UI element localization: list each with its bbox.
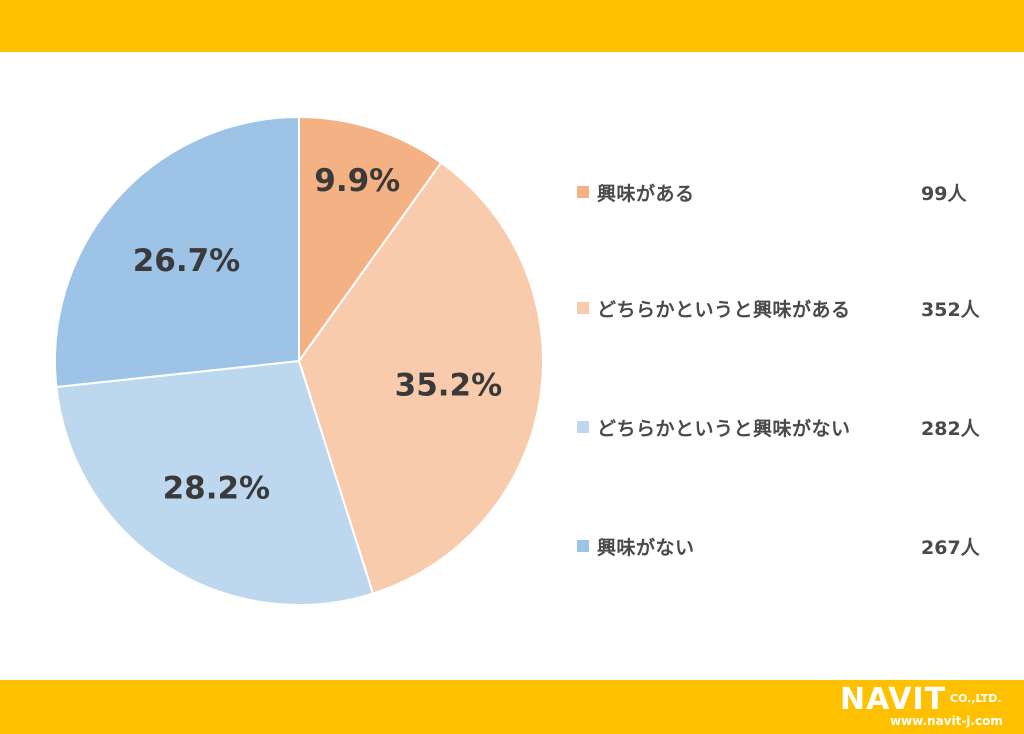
slice-percent-label: 26.7% xyxy=(133,243,241,279)
legend-label: どちらかというと興味がない xyxy=(597,417,851,440)
legend-label: 興味がある xyxy=(597,182,695,205)
slice-percent-label: 35.2% xyxy=(395,368,503,404)
legend-label: どちらかというと興味がある xyxy=(597,298,851,321)
pie-chart: 9.9% 35.2% 28.2% 26.7% xyxy=(54,115,544,606)
pie-slice xyxy=(54,115,300,389)
legend-item: 興味がない 267人 xyxy=(577,526,997,566)
logo-company-suffix: CO.,LTD. xyxy=(950,692,1002,705)
logo-url: www.navit-j.com xyxy=(890,714,1003,728)
legend-swatch xyxy=(577,540,589,552)
legend-count: 267人 xyxy=(921,536,980,559)
legend-swatch xyxy=(577,421,589,433)
pie-slice xyxy=(298,115,443,365)
logo-wordmark: NAVIT xyxy=(840,682,947,717)
top-band xyxy=(0,0,1024,52)
slice-percent-label: 9.9% xyxy=(314,163,400,199)
legend-count: 99人 xyxy=(921,182,967,205)
legend-item: 興味がある 99人 xyxy=(577,172,997,212)
legend-count: 282人 xyxy=(921,417,980,440)
slice-percent-label: 28.2% xyxy=(163,471,271,507)
legend-count: 352人 xyxy=(921,298,980,321)
navit-logo[interactable]: NAVIT CO.,LTD. www.navit-j.com xyxy=(840,683,1020,731)
bottom-band xyxy=(0,680,1024,734)
pie-slice xyxy=(297,161,544,595)
legend-swatch xyxy=(577,302,589,314)
legend-item: どちらかというと興味がある 352人 xyxy=(577,288,997,328)
pie-slice xyxy=(55,359,375,606)
legend-item: どちらかというと興味がない 282人 xyxy=(577,407,997,447)
legend-swatch xyxy=(577,186,589,198)
legend-label: 興味がない xyxy=(597,536,695,559)
